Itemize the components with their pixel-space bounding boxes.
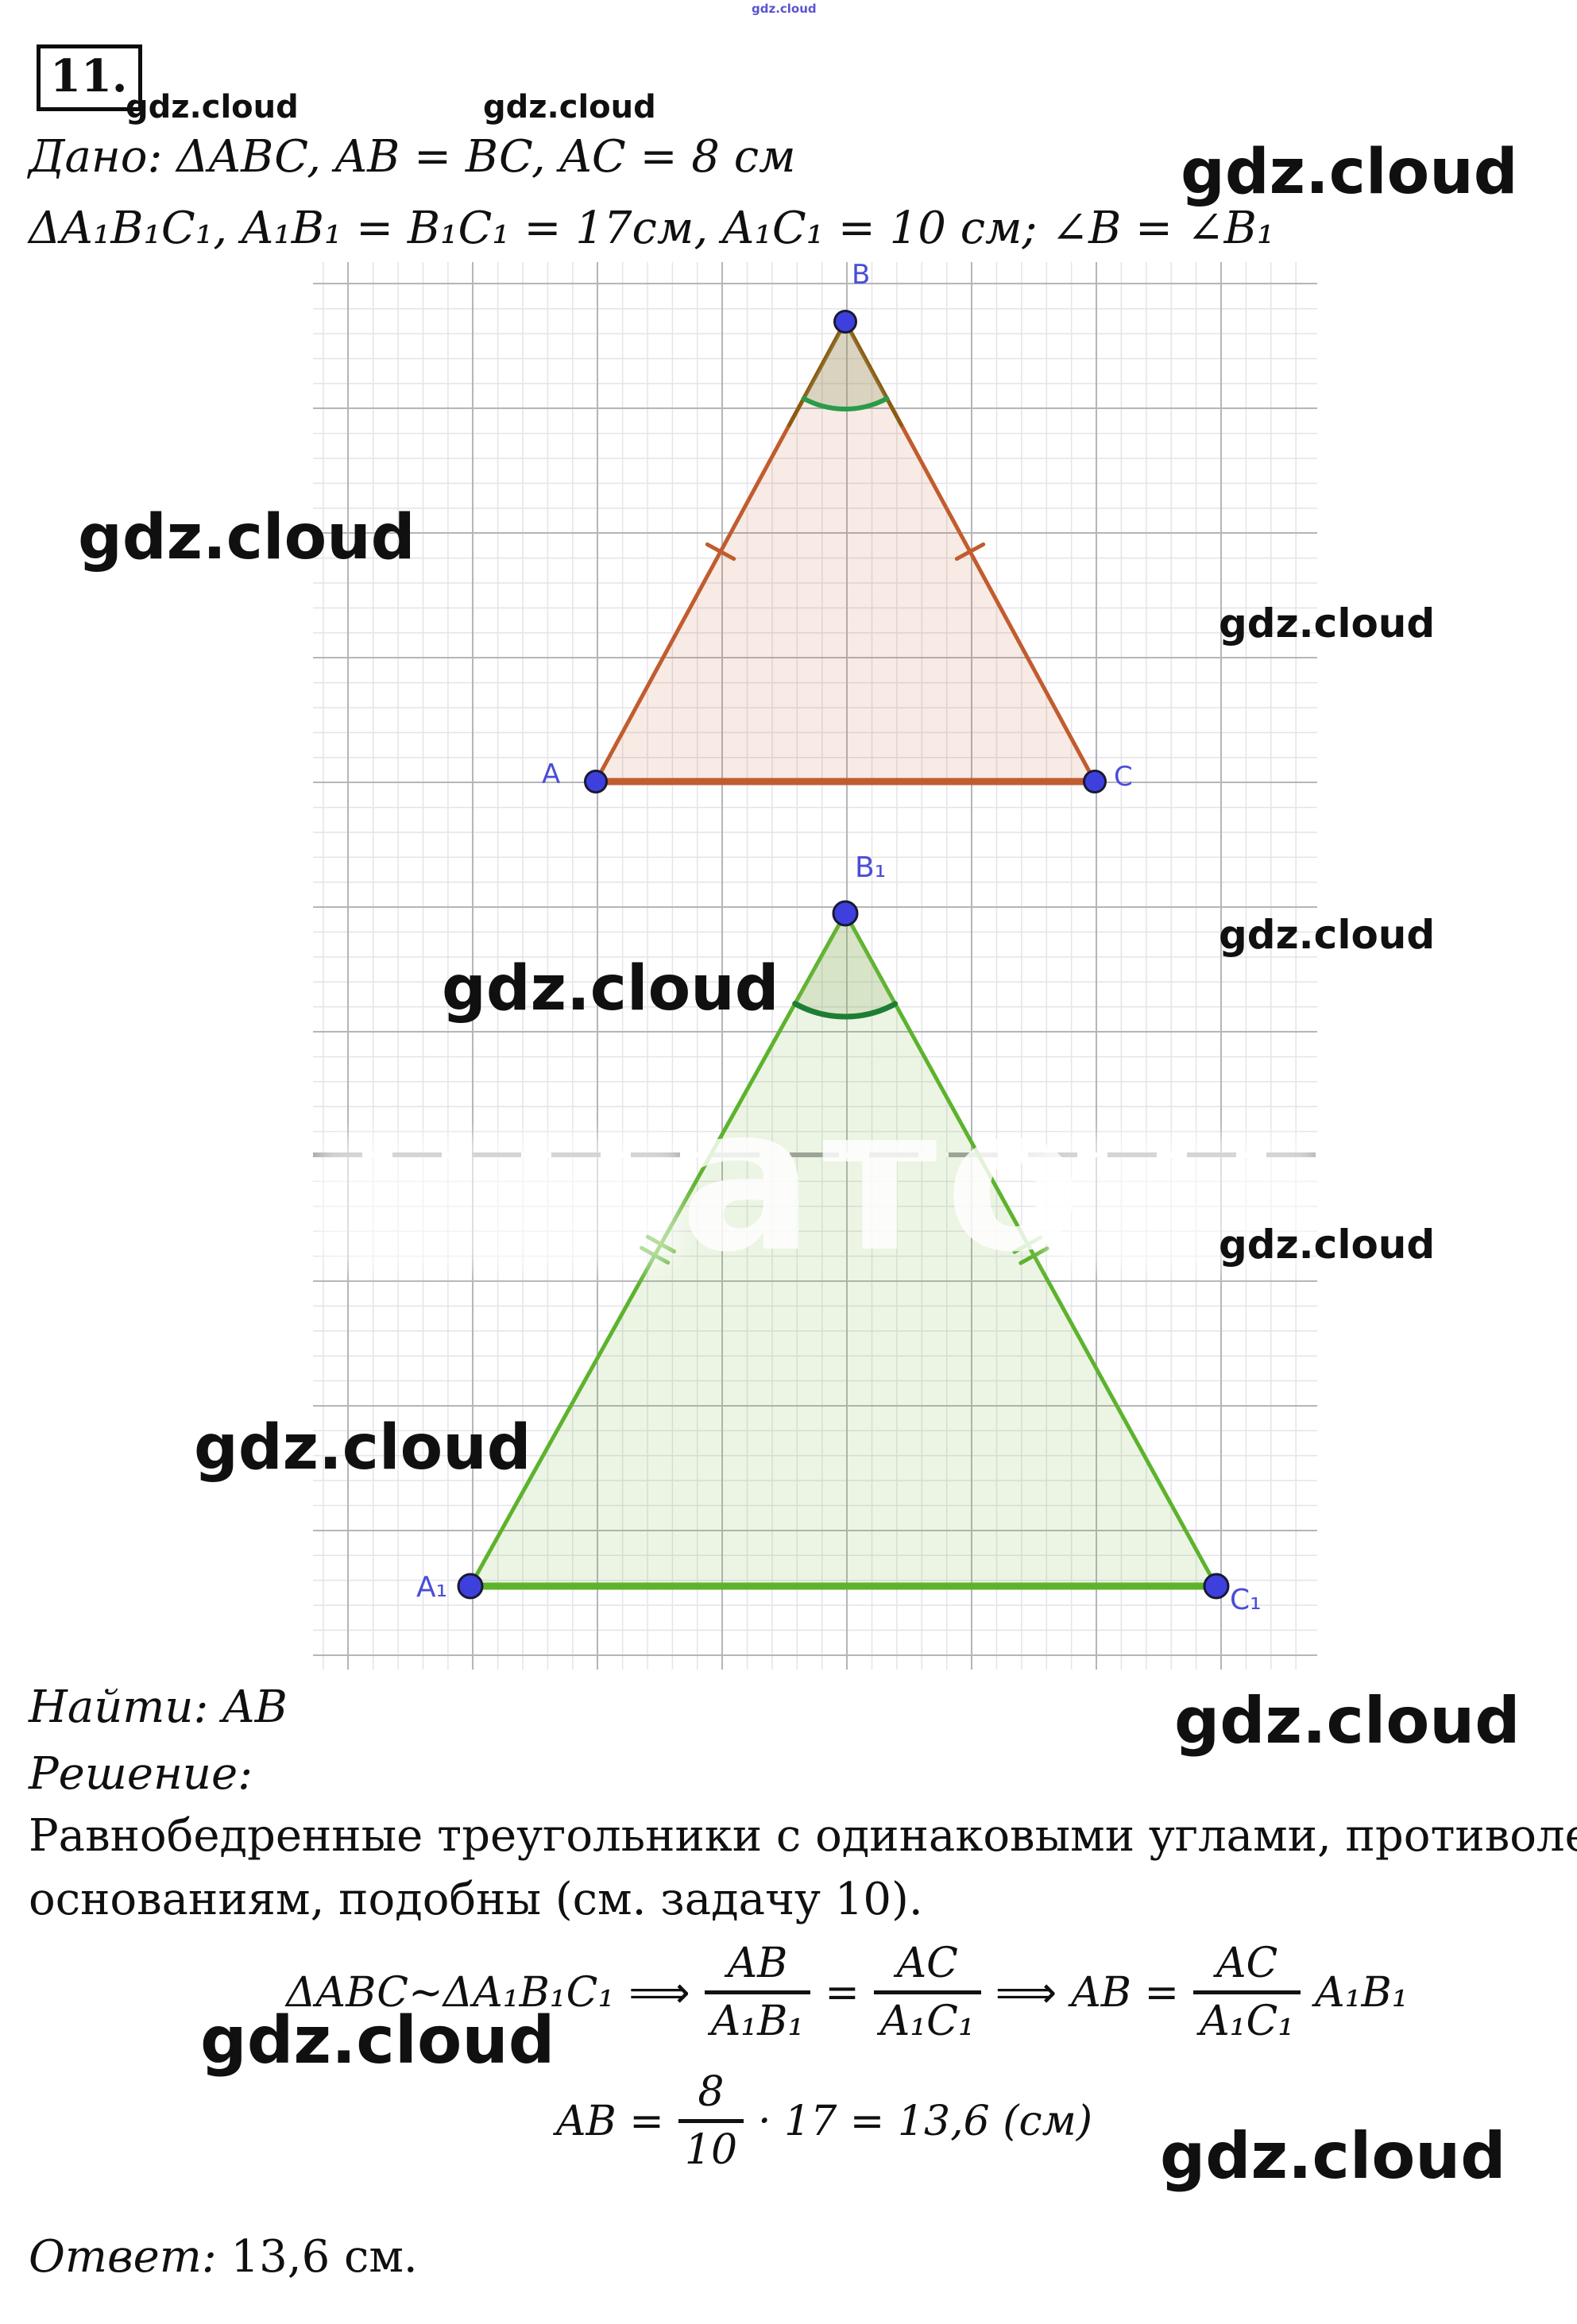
vertex-b-dot xyxy=(833,310,857,334)
fraction-denominator: 10 xyxy=(678,2119,744,2174)
vertex-c-label: C xyxy=(1114,761,1133,793)
calc-pre: AB = xyxy=(556,2097,664,2145)
vertex-a1-label: A₁ xyxy=(416,1571,448,1604)
similarity-formula: ΔABC~ΔA₁B₁C₁ ⟹ AB A₁B₁ = AC A₁C₁ ⟹ AB = … xyxy=(286,1940,1409,2045)
watermark: gdz.cloud xyxy=(1219,1222,1436,1268)
fraction-ab-a1b1: AB A₁B₁ xyxy=(704,1940,811,2045)
vertex-b-label: B xyxy=(852,259,871,291)
given-line-2: ΔA₁B₁C₁, A₁B₁ = B₁C₁ = 17см, A₁C₁ = 10 с… xyxy=(29,203,1275,254)
implies-arrow: ⟹ xyxy=(628,1967,690,2017)
vertex-c1-dot xyxy=(1203,1573,1230,1600)
formula-lhs: ΔABC~ΔA₁B₁C₁ xyxy=(286,1968,615,2017)
formula-tail: A₁B₁ xyxy=(1315,1968,1409,2017)
triangles-diagram xyxy=(457,310,1230,1600)
angle-b1-sector xyxy=(794,913,895,1017)
fraction-numerator: AC xyxy=(896,1940,958,1987)
fraction-numerator: AC xyxy=(1216,1940,1278,1987)
watermark: gdz.cloud xyxy=(483,89,656,125)
double-tick-b1c1-2 xyxy=(1018,1246,1049,1265)
dashed-gridline xyxy=(313,1152,1317,1157)
find-line: Найти: AB xyxy=(29,1681,288,1733)
fraction-denominator: A₁C₁ xyxy=(1193,1990,1301,2045)
vertex-c-dot xyxy=(1083,770,1107,793)
watermark: gdz.cloud xyxy=(1174,1684,1521,1758)
fraction-ac-a1c1: AC A₁C₁ xyxy=(873,1940,981,2045)
white-watermark-blob-left xyxy=(316,1134,682,1269)
angle-b-arc xyxy=(801,396,890,411)
fraction-numerator: 8 xyxy=(698,2068,725,2116)
given-line-1: Дано: ΔABC, AB = BC, AC = 8 см xyxy=(29,131,796,183)
watermark: gdz.cloud xyxy=(1219,600,1436,647)
angle-b1-arc xyxy=(792,1001,899,1020)
calculation-line: AB = 8 10 · 17 = 13,6 (см) xyxy=(556,2068,1092,2174)
vertex-a-label: A xyxy=(542,759,561,790)
fraction-8-10: 8 10 xyxy=(678,2068,744,2174)
double-tick-b1c1-1 xyxy=(1012,1235,1043,1254)
vertex-a-dot xyxy=(584,770,608,793)
implies-arrow: ⟹ xyxy=(995,1967,1057,2017)
fraction-ac-a1c1-2: AC A₁C₁ xyxy=(1193,1940,1301,2045)
formula-mid: AB = xyxy=(1071,1968,1180,2017)
solution-label: Решение: xyxy=(29,1748,253,1800)
solution-paragraph-line-1: Равнобедренные треугольники с одинаковым… xyxy=(29,1810,1577,1862)
tick-ab xyxy=(705,542,736,562)
problem-number-box: 11. xyxy=(37,44,143,111)
watermark: gdz.cloud xyxy=(442,953,779,1025)
watermark: gdz.cloud xyxy=(1160,2119,1506,2193)
fraction-numerator: AB xyxy=(727,1940,788,1987)
equals-sign: = xyxy=(825,1968,860,2017)
watermark: gdz.cloud xyxy=(200,2003,555,2079)
solution-paragraph-line-2: основаниям, подобны (см. задачу 10). xyxy=(29,1874,923,1925)
answer-value: 13,6 см. xyxy=(216,2231,418,2283)
watermark: gdz.cloud xyxy=(78,502,416,573)
white-watermark-text: ато xyxy=(680,1064,1090,1295)
triangle-abc-apex-edge-right xyxy=(843,320,904,428)
answer-label: Ответ: xyxy=(29,2231,217,2283)
calc-post: · 17 = 13,6 (см) xyxy=(758,2097,1093,2145)
vertex-c1-label: C₁ xyxy=(1230,1584,1262,1616)
watermark: gdz.cloud xyxy=(1181,137,1518,208)
watermark: gdz.cloud xyxy=(194,1412,531,1484)
problem-number: 11. xyxy=(50,50,128,102)
vertex-a1-dot xyxy=(457,1573,484,1600)
tick-bc xyxy=(954,542,986,562)
vertex-b1-dot xyxy=(832,900,859,927)
triangle-abc-apex-edge-left xyxy=(787,320,848,428)
watermark-top-blue: gdz.cloud xyxy=(752,2,817,16)
fraction-denominator: A₁C₁ xyxy=(873,1990,981,2045)
watermark: gdz.cloud xyxy=(1219,912,1436,958)
answer-line: Ответ: 13,6 см. xyxy=(29,2232,418,2283)
white-watermark-blob-right xyxy=(1041,1134,1319,1269)
watermark: gdz.cloud xyxy=(126,89,299,125)
angle-b-sector xyxy=(803,322,887,409)
fraction-denominator: A₁B₁ xyxy=(704,1990,811,2045)
vertex-b1-label: B₁ xyxy=(855,851,887,884)
